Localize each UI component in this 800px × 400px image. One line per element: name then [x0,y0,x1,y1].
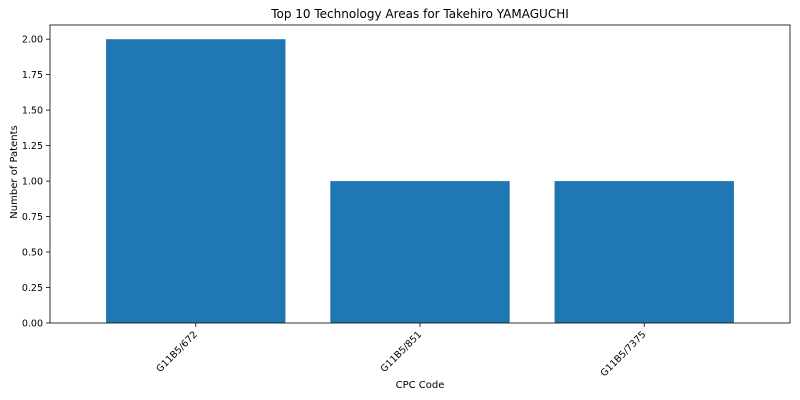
y-tick-label: 1.25 [22,141,43,152]
y-tick-label: 0.25 [22,283,43,294]
x-tick-label: G11B5/7375 [599,329,649,379]
y-tick-label: 1.50 [22,106,43,117]
y-tick-label: 2.00 [22,35,43,46]
x-tick-label: G11B5/672 [154,329,200,375]
y-tick-label: 0.75 [22,212,43,223]
bar-1 [106,39,285,323]
y-tick-label: 1.00 [22,177,43,188]
y-tick-label: 1.75 [22,70,43,81]
y-tick-label: 0.00 [22,319,43,330]
x-axis-label: CPC Code [396,380,445,391]
y-tick-label: 0.50 [22,248,43,259]
y-axis-label: Number of Patents [9,125,20,218]
bar-3 [555,181,734,323]
bar-2 [330,181,509,323]
plot-area: 0.00 0.25 0.50 0.75 1.00 1.25 1.50 1.75 2.00 G11B… [22,25,790,379]
x-tick-label: G11B5/851 [379,329,425,375]
chart-title: Top 10 Technology Areas for Takehiro YAM… [270,7,569,21]
